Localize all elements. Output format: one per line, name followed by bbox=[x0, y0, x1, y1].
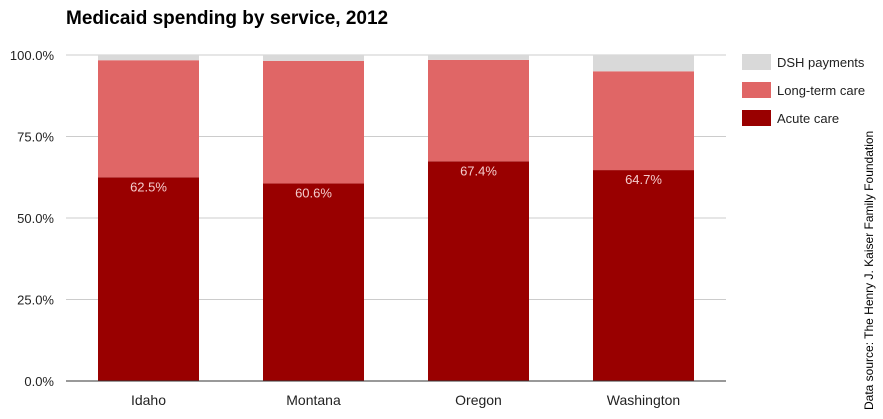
data-label: 67.4% bbox=[460, 163, 497, 178]
bar-segment-dsh-payments bbox=[98, 55, 199, 61]
legend-swatch-long-term-care bbox=[742, 82, 771, 98]
chart-title: Medicaid spending by service, 2012 bbox=[66, 8, 389, 29]
y-tick-label: 0.0% bbox=[24, 374, 54, 389]
bar-segment-dsh-payments bbox=[428, 55, 529, 60]
data-label: 60.6% bbox=[295, 185, 332, 200]
data-label: 64.7% bbox=[625, 172, 662, 187]
x-tick-label: Oregon bbox=[455, 392, 502, 408]
x-tick-label: Idaho bbox=[131, 392, 166, 408]
legend-swatch-dsh-payments bbox=[742, 54, 771, 70]
bar-segment-long-term-care bbox=[593, 71, 694, 171]
bar-segment-dsh-payments bbox=[593, 55, 694, 72]
y-tick-label: 75.0% bbox=[17, 130, 54, 145]
bar-segment-long-term-care bbox=[428, 59, 529, 162]
bar-segment-acute-care bbox=[263, 183, 364, 381]
bar-segment-dsh-payments bbox=[263, 55, 364, 61]
legend-label-acute-care: Acute care bbox=[777, 110, 840, 126]
legend-item-dsh-payments[interactable]: DSH payments bbox=[742, 52, 865, 72]
data-label: 62.5% bbox=[130, 179, 167, 194]
y-tick-label: 50.0% bbox=[17, 211, 54, 226]
legend: DSH payments Long-term care Acute care bbox=[742, 52, 865, 136]
legend-item-long-term-care[interactable]: Long-term care bbox=[742, 80, 865, 100]
legend-label-dsh-payments: DSH payments bbox=[777, 54, 865, 70]
y-tick-label: 25.0% bbox=[17, 293, 54, 308]
source-note: Data source: The Henry J. Kaiser Family … bbox=[862, 130, 876, 410]
legend-item-acute-care[interactable]: Acute care bbox=[742, 108, 865, 128]
y-tick-label: 100.0% bbox=[10, 48, 55, 63]
x-tick-label: Montana bbox=[286, 392, 341, 408]
bar-segment-long-term-care bbox=[263, 60, 364, 184]
legend-label-long-term-care: Long-term care bbox=[777, 82, 866, 98]
bar-segment-acute-care bbox=[98, 177, 199, 381]
bar-segment-acute-care bbox=[428, 161, 529, 381]
bar-segment-acute-care bbox=[593, 170, 694, 381]
legend-swatch-acute-care bbox=[742, 110, 771, 126]
bar-segment-long-term-care bbox=[98, 60, 199, 178]
x-tick-label: Washington bbox=[607, 392, 680, 408]
